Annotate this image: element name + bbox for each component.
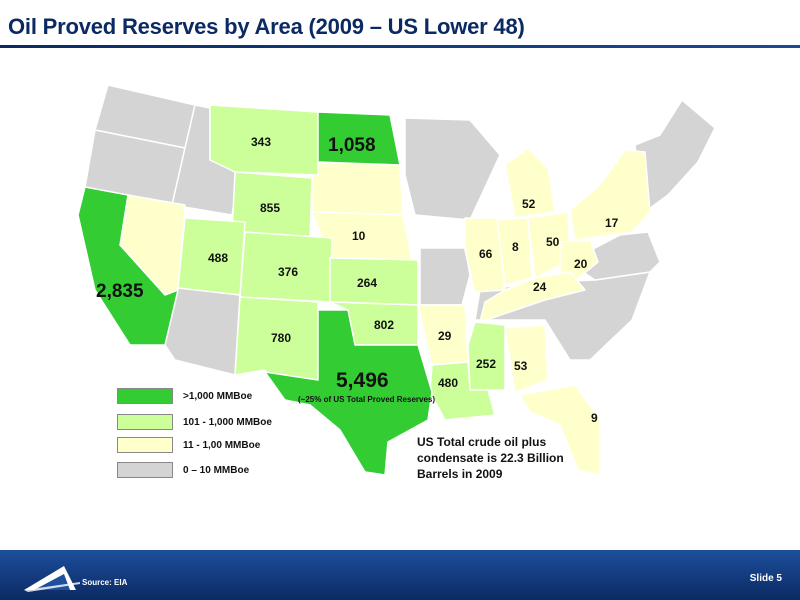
legend-item-tier1: >1,000 MMBoe	[117, 386, 252, 406]
label-ks: 264	[357, 276, 377, 290]
label-nm: 780	[271, 331, 291, 345]
legend-item-tier3: 11 - 1,00 MMBoe	[117, 435, 260, 455]
label-ky: 24	[533, 280, 547, 294]
label-il: 66	[479, 247, 493, 261]
title-divider	[0, 45, 800, 48]
label-mi: 52	[522, 197, 536, 211]
state-fl	[519, 384, 601, 476]
label-oh: 50	[546, 235, 560, 249]
area-value-labels: 343 1,058 855 10 488 376 264 2,835 802 7…	[96, 135, 619, 425]
state-ms	[467, 321, 506, 391]
state-sd	[311, 161, 404, 216]
state-mn-wi-ia	[404, 117, 501, 221]
texas-share-note: (~25% of US Total Proved Reserves)	[298, 395, 435, 404]
label-la: 480	[438, 376, 458, 390]
label-al: 53	[514, 359, 528, 373]
label-ar: 29	[438, 329, 452, 343]
legend-label: >1,000 MMBoe	[183, 390, 253, 402]
label-tx: 5,496	[336, 369, 389, 392]
eia-logo-icon	[24, 566, 80, 592]
legend-item-tier4: 0 – 10 MMBoe	[117, 460, 249, 480]
state-ca	[77, 186, 179, 346]
footer-bar: Source: EIA Slide 5	[0, 550, 800, 600]
summary-note: US Total crude oil plus condensate is 22…	[417, 435, 564, 481]
legend-label: 101 - 1,000 MMBoe	[183, 416, 272, 428]
legend-label: 0 – 10 MMBoe	[183, 464, 250, 476]
state-mt	[209, 104, 319, 176]
label-ca: 2,835	[96, 281, 144, 302]
state-ky-tn	[479, 271, 586, 323]
legend-swatch	[117, 388, 173, 404]
state-mi	[504, 147, 556, 219]
label-fl: 9	[591, 411, 598, 425]
legend-item-tier2: 101 - 1,000 MMBoe	[117, 412, 272, 432]
state-nd	[317, 111, 401, 166]
state-il	[464, 217, 506, 293]
source-label: Source: EIA	[82, 578, 128, 587]
label-ok: 802	[374, 318, 394, 332]
state-in	[496, 217, 533, 286]
label-wy: 855	[260, 201, 280, 215]
label-pa: 17	[605, 216, 619, 230]
label-mt: 343	[251, 135, 271, 149]
label-co: 376	[278, 265, 298, 279]
state-ny-pa	[569, 149, 651, 241]
page-title: Oil Proved Reserves by Area (2009 – US L…	[8, 14, 525, 39]
us-reserves-map: 343 1,058 855 10 488 376 264 2,835 802 7…	[77, 84, 716, 476]
legend-swatch	[117, 437, 173, 453]
label-in: 8	[512, 240, 519, 254]
label-ut: 488	[208, 251, 228, 265]
legend-swatch	[117, 414, 173, 430]
label-ne: 10	[352, 229, 366, 243]
label-wv: 20	[574, 257, 588, 271]
state-tx	[264, 309, 433, 476]
state-mo	[419, 247, 471, 306]
slide-number: Slide 5	[749, 573, 782, 584]
legend-label: 11 - 1,00 MMBoe	[183, 439, 261, 451]
label-nd: 1,058	[328, 135, 376, 156]
legend-swatch	[117, 462, 173, 478]
label-ms: 252	[476, 357, 496, 371]
state-al	[504, 324, 549, 394]
